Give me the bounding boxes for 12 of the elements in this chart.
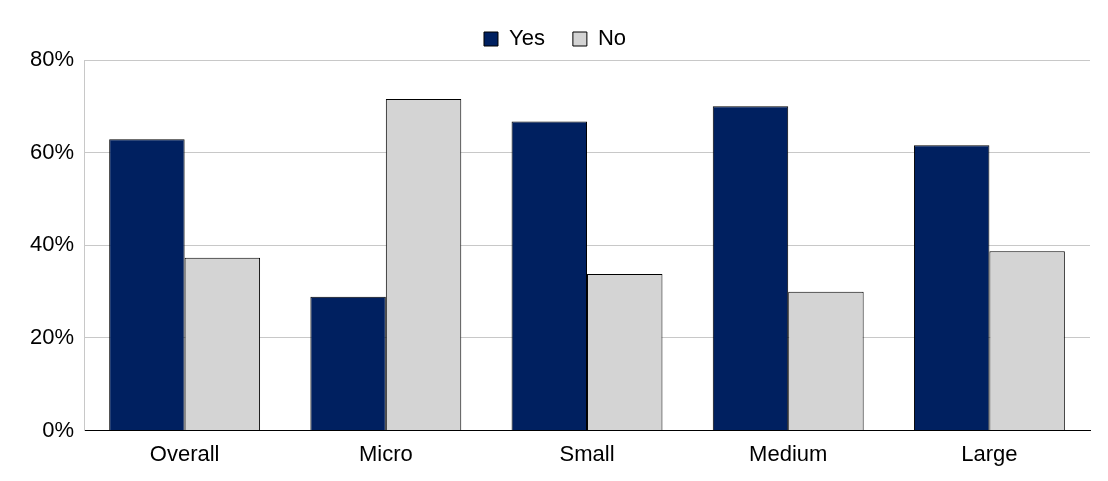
y-tick-label: 0% (42, 416, 75, 442)
x-tick-label: Medium (749, 440, 828, 466)
x-tick-label: Micro (358, 440, 413, 466)
y-tick-label: 60% (29, 138, 75, 164)
y-tick-label: 20% (29, 324, 75, 350)
x-tick-label: Small (559, 440, 615, 466)
x-tick-label: Overall (149, 440, 220, 466)
x-tick-label: Large (961, 440, 1018, 466)
y-tick-label: 40% (29, 231, 75, 257)
y-tick-label: 80% (29, 46, 75, 72)
legend-label: No (597, 25, 627, 51)
legend-label: Yes (508, 25, 545, 51)
